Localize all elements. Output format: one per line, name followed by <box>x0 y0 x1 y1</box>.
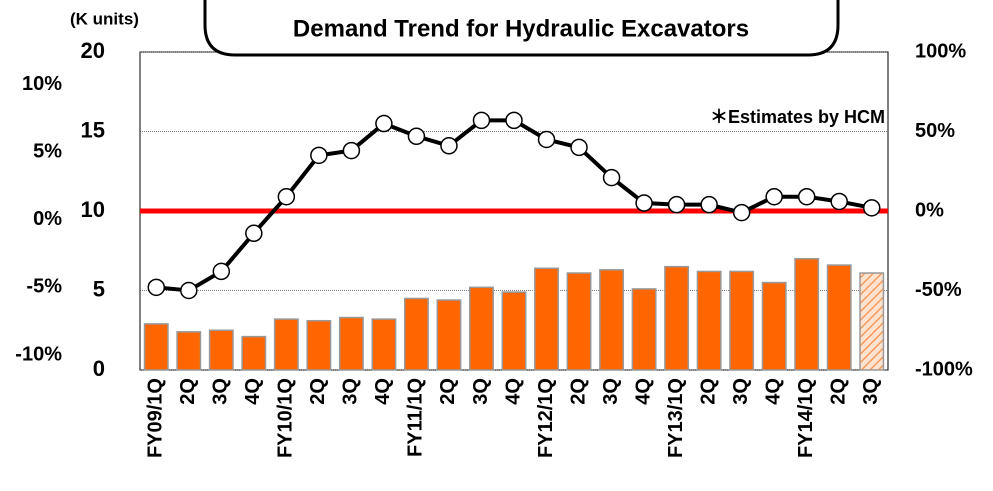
x-tick-label: 2Q <box>177 378 199 405</box>
bar <box>241 335 267 371</box>
line-marker <box>537 130 556 149</box>
bar <box>371 318 397 371</box>
x-tick-label: 3Q <box>860 378 882 405</box>
y3-tick-label: 5% <box>33 140 62 162</box>
x-tick-label: 3Q <box>730 378 752 405</box>
y2-tick-label: 100% <box>915 40 966 62</box>
line-marker <box>440 137 458 155</box>
y2-tick-label: 0% <box>915 199 944 221</box>
x-tick-label: 2Q <box>567 378 589 405</box>
y-tick-label: 5 <box>93 276 105 301</box>
x-tick-label: FY12/1Q <box>535 378 557 458</box>
line-marker <box>765 187 783 206</box>
x-tick-label: 4Q <box>242 378 264 405</box>
y2-tick-label: 50% <box>915 120 955 142</box>
bar <box>599 269 625 371</box>
x-tick-label: 4Q <box>632 378 654 405</box>
line-marker <box>700 195 718 214</box>
line-marker <box>342 141 361 160</box>
line-marker <box>862 199 881 217</box>
annotation: ＊Estimates by HCM <box>710 107 885 127</box>
y-tick-label: 0 <box>93 356 105 381</box>
line-marker <box>180 281 198 300</box>
line-marker <box>505 111 523 130</box>
line-marker <box>212 262 231 281</box>
x-tick-label: FY11/1Q <box>405 378 427 457</box>
x-tick-label: 4Q <box>502 378 524 405</box>
line-marker <box>635 194 653 212</box>
line-marker <box>797 187 816 206</box>
x-tick-label: FY13/1Q <box>665 378 687 458</box>
bar <box>566 272 592 371</box>
line-marker <box>147 278 166 297</box>
y-tick-label: 10 <box>81 197 105 222</box>
bar <box>794 257 820 371</box>
x-tick-label: 4Q <box>762 378 784 405</box>
x-tick-label: FY14/1Q <box>795 378 817 458</box>
line-marker <box>277 187 296 206</box>
line-marker <box>830 192 848 211</box>
bar <box>664 265 690 371</box>
y3-tick-label: -10% <box>15 343 62 365</box>
x-tick-label: 4Q <box>372 378 394 405</box>
chart-title: Demand Trend for Hydraulic Excavators <box>293 15 749 42</box>
y-tick-label: 15 <box>81 117 105 142</box>
y3-tick-label: 0% <box>33 208 62 230</box>
x-tick-label: 3Q <box>210 378 232 405</box>
bar <box>729 270 755 371</box>
bar <box>273 318 299 371</box>
line-marker <box>667 195 686 214</box>
bar <box>859 272 885 371</box>
x-tick-label: 3Q <box>340 378 362 405</box>
x-tick-label: 2Q <box>697 378 719 405</box>
bar <box>306 319 332 371</box>
line-marker <box>245 224 263 243</box>
bar <box>176 331 202 371</box>
line-marker <box>472 111 491 130</box>
x-tick-label: 3Q <box>470 378 492 405</box>
y-unit-label: (K units) <box>70 9 139 28</box>
line-marker <box>310 146 328 165</box>
bar <box>534 267 559 371</box>
y2-tick-label: -50% <box>915 279 962 301</box>
x-tick-label: 2Q <box>437 378 459 405</box>
y3-tick-label: 10% <box>22 73 62 95</box>
bar <box>338 316 364 371</box>
bar <box>696 270 722 371</box>
bar <box>208 329 234 371</box>
x-tick-label: 3Q <box>600 378 622 405</box>
bar <box>143 323 169 371</box>
bar <box>501 291 527 371</box>
bar <box>826 264 852 371</box>
bar <box>631 288 657 371</box>
line-marker <box>602 168 621 187</box>
bar <box>403 297 429 371</box>
x-tick-label: 2Q <box>827 378 849 405</box>
line-marker <box>407 127 426 146</box>
y3-tick-label: -5% <box>26 276 62 298</box>
title-box <box>203 0 840 57</box>
y2-tick-label: -100% <box>915 358 973 380</box>
line-marker <box>570 138 588 157</box>
bar <box>469 286 494 371</box>
bar <box>436 299 462 371</box>
line-marker <box>375 114 393 133</box>
bar <box>761 281 787 371</box>
y-tick-label: 20 <box>81 38 105 63</box>
line-marker <box>732 203 751 222</box>
x-tick-label: FY09/1Q <box>145 378 167 458</box>
x-tick-label: 2Q <box>307 378 329 405</box>
x-tick-label: FY10/1Q <box>275 378 297 458</box>
